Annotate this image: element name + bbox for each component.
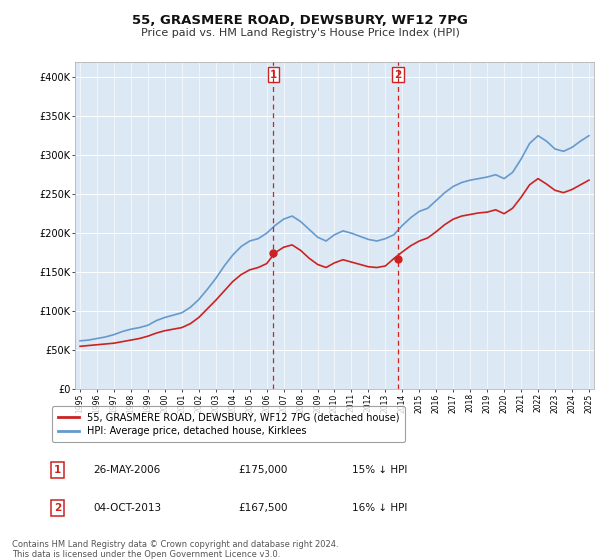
Text: 26-MAY-2006: 26-MAY-2006: [94, 465, 161, 475]
Text: 55, GRASMERE ROAD, DEWSBURY, WF12 7PG: 55, GRASMERE ROAD, DEWSBURY, WF12 7PG: [132, 14, 468, 27]
Text: 2: 2: [394, 70, 402, 80]
Legend: 55, GRASMERE ROAD, DEWSBURY, WF12 7PG (detached house), HPI: Average price, deta: 55, GRASMERE ROAD, DEWSBURY, WF12 7PG (d…: [52, 407, 406, 442]
Text: Contains HM Land Registry data © Crown copyright and database right 2024.
This d: Contains HM Land Registry data © Crown c…: [12, 540, 338, 559]
Text: 1: 1: [54, 465, 61, 475]
Text: 15% ↓ HPI: 15% ↓ HPI: [352, 465, 407, 475]
Text: £175,000: £175,000: [238, 465, 287, 475]
Text: £167,500: £167,500: [238, 503, 287, 513]
Text: 2: 2: [54, 503, 61, 513]
Text: 1: 1: [270, 70, 277, 80]
Text: 04-OCT-2013: 04-OCT-2013: [94, 503, 162, 513]
Text: 16% ↓ HPI: 16% ↓ HPI: [352, 503, 407, 513]
Text: Price paid vs. HM Land Registry's House Price Index (HPI): Price paid vs. HM Land Registry's House …: [140, 28, 460, 38]
